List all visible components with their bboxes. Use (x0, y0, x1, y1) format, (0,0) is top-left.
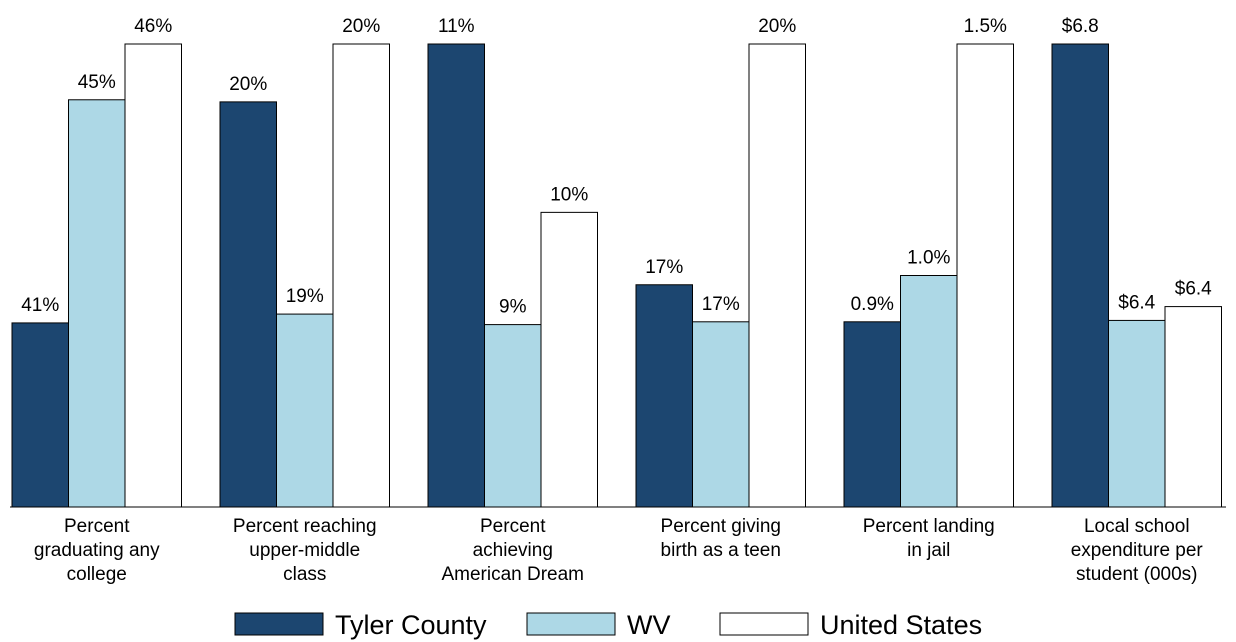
bar (956, 43, 1014, 508)
value-label: 1.5% (964, 16, 1007, 37)
value-label: 1.0% (907, 248, 950, 269)
value-label: 45% (78, 72, 116, 93)
value-label: 46% (134, 16, 172, 37)
value-label: $6.8 (1062, 16, 1099, 37)
legend-swatch (719, 612, 809, 636)
bar (843, 321, 901, 508)
value-label: 11% (438, 16, 475, 37)
value-label: 9% (499, 297, 527, 318)
bar (635, 284, 693, 508)
x-tick-label: Percent reaching upper-middle class (233, 516, 377, 585)
bar (124, 43, 182, 508)
bar (540, 211, 598, 508)
value-label: 19% (286, 286, 324, 307)
x-tick-label: Local school expenditure per student (000s… (1071, 516, 1204, 585)
value-label: 17% (702, 294, 740, 315)
value-label: $6.4 (1118, 292, 1155, 313)
bar (68, 99, 126, 508)
value-label: $6.4 (1175, 279, 1212, 300)
bar (484, 324, 542, 508)
bar (1108, 319, 1166, 508)
legend-swatch (234, 612, 324, 636)
value-label: 20% (229, 74, 267, 95)
x-tick-label: Percent graduating any college (34, 516, 160, 585)
bar (332, 43, 390, 508)
bar (276, 313, 334, 508)
value-label: 17% (645, 257, 683, 278)
legend-label: United States (820, 610, 982, 640)
bar (427, 43, 485, 508)
legend-label: WV (627, 610, 671, 640)
value-label: 20% (758, 16, 796, 37)
bar (219, 101, 277, 508)
bar (1051, 43, 1109, 508)
legend-label: Tyler County (335, 610, 487, 640)
bar (900, 275, 958, 508)
value-label: 10% (550, 184, 588, 205)
value-label: 20% (342, 16, 380, 37)
x-tick-label: Percent giving birth as a teen (661, 516, 781, 561)
x-tick-label: Percent achieving American Dream (441, 516, 584, 585)
value-label: 41% (21, 295, 59, 316)
value-label: 0.9% (851, 294, 894, 315)
bar (1164, 306, 1222, 508)
x-tick-label: Percent landing in jail (863, 516, 995, 561)
legend-swatch (526, 612, 616, 636)
bar (692, 321, 750, 508)
bar (748, 43, 806, 508)
bar (11, 322, 69, 508)
